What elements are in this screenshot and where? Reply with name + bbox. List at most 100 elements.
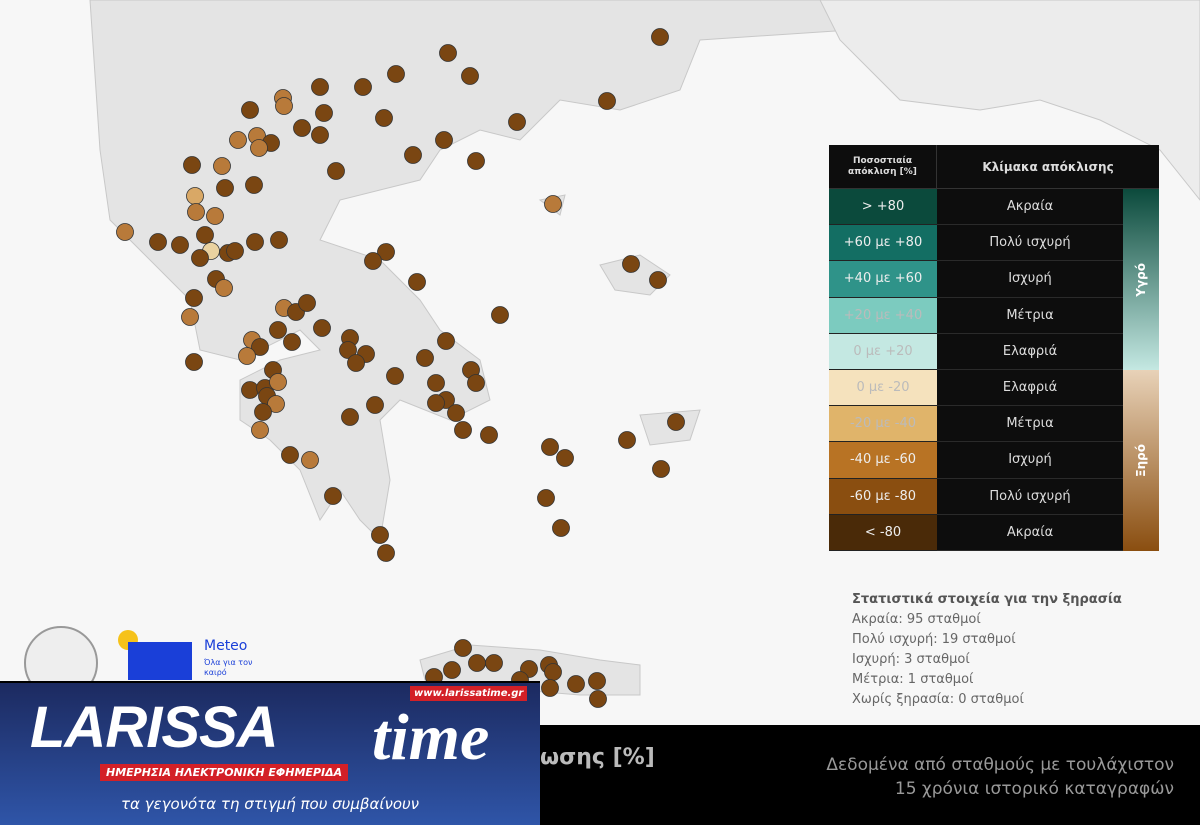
station-marker [324, 487, 342, 505]
note-line: 15 χρόνια ιστορικό καταγραφών [894, 779, 1174, 799]
station-marker [544, 195, 562, 213]
station-marker [541, 438, 559, 456]
larissatime-url: www.larissatime.gr [410, 686, 528, 701]
station-marker [238, 347, 256, 365]
station-marker [275, 97, 293, 115]
station-marker [339, 341, 357, 359]
station-marker [229, 131, 247, 149]
station-marker [311, 78, 329, 96]
station-marker [649, 271, 667, 289]
station-marker [186, 187, 204, 205]
station-marker [651, 28, 669, 46]
station-marker [254, 403, 272, 421]
legend-category: Πολύ ισχυρή [937, 479, 1123, 515]
legend-category: Πολύ ισχυρή [937, 225, 1123, 262]
wet-label-text: Υγρό [1134, 262, 1148, 297]
larissatime-subtitle: ΗΜΕΡΗΣΙΑ ΗΛΕΚΤΡΟΝΙΚΗ ΕΦΗΜΕΡΙΔΑ [100, 764, 349, 781]
station-marker [213, 157, 231, 175]
station-marker [375, 109, 393, 127]
station-marker [270, 231, 288, 249]
station-marker [149, 233, 167, 251]
legend-range: +40 με +60 [829, 261, 937, 298]
station-marker [652, 460, 670, 478]
station-marker [544, 663, 562, 681]
station-marker [552, 519, 570, 537]
station-marker [313, 319, 331, 337]
station-markers [116, 28, 685, 708]
station-marker [439, 44, 457, 62]
station-marker [241, 381, 259, 399]
legend-range: -20 με -40 [829, 406, 937, 443]
station-marker [467, 374, 485, 392]
station-marker [250, 139, 268, 157]
station-marker [185, 353, 203, 371]
station-marker [491, 306, 509, 324]
station-marker [588, 672, 606, 690]
station-marker [226, 242, 244, 260]
larissatime-slogan: τα γεγονότα τη στιγμή που συμβαίνουν [120, 795, 420, 813]
stats-line: Χωρίς ξηρασία: 0 σταθμοί [852, 692, 1024, 707]
station-marker [354, 78, 372, 96]
legend-category: Ισχυρή [937, 261, 1123, 298]
drought-stats: Στατιστικά στοιχεία για την ξηρασία Ακρα… [852, 590, 1122, 710]
station-marker [443, 661, 461, 679]
stats-title: Στατιστικά στοιχεία για την ξηρασία [852, 592, 1122, 607]
station-marker [269, 321, 287, 339]
station-marker [206, 207, 224, 225]
legend-category: Μέτρια [937, 298, 1123, 334]
larissatime-logo-time: time [372, 701, 490, 774]
station-marker [508, 113, 526, 131]
station-marker [377, 243, 395, 261]
station-marker [461, 67, 479, 85]
legend-col2-header: Κλίμακα απόκλισης [937, 145, 1159, 189]
station-marker [269, 373, 287, 391]
station-marker [386, 367, 404, 385]
map-title: ωσης [%] [540, 745, 655, 770]
station-marker [311, 126, 329, 144]
stats-line: Ισχυρή: 3 σταθμοί [852, 652, 970, 667]
station-marker [618, 431, 636, 449]
dry-label-text: Ξηρό [1134, 443, 1148, 477]
stats-line: Ακραία: 95 σταθμοί [852, 612, 981, 627]
station-marker [454, 421, 472, 439]
legend-range: 0 με -20 [829, 369, 937, 407]
station-marker [251, 421, 269, 439]
station-marker [468, 654, 486, 672]
station-marker [191, 249, 209, 267]
station-marker [416, 349, 434, 367]
legend-category: Ελαφριά [937, 334, 1123, 370]
station-marker [347, 354, 365, 372]
station-marker [251, 338, 269, 356]
station-marker [183, 156, 201, 174]
station-marker [435, 131, 453, 149]
station-marker [480, 426, 498, 444]
station-marker [196, 226, 214, 244]
legend-category: Ελαφριά [937, 370, 1123, 407]
station-marker [467, 152, 485, 170]
wet-label: Υγρό [1123, 189, 1159, 370]
legend-range: > +80 [829, 189, 937, 226]
station-marker [364, 252, 382, 270]
station-marker [327, 162, 345, 180]
station-marker [667, 413, 685, 431]
station-marker [181, 308, 199, 326]
station-marker [437, 332, 455, 350]
station-marker [371, 526, 389, 544]
station-marker [315, 104, 333, 122]
station-marker [427, 374, 445, 392]
station-marker [293, 119, 311, 137]
stats-line: Μέτρια: 1 σταθμοί [852, 672, 974, 687]
larissatime-banner: LARISSA time www.larissatime.gr ΗΜΕΡΗΣΙΑ… [0, 681, 540, 825]
legend-category: Ακραία [937, 189, 1123, 226]
station-marker [298, 294, 316, 312]
data-note: Δεδομένα από σταθμούς με τουλάχιστον 15 … [826, 753, 1174, 801]
station-marker [556, 449, 574, 467]
meteo-tagline: Όλα για τον καιρό [204, 658, 253, 677]
station-marker [246, 233, 264, 251]
legend-range: +20 με +40 [829, 297, 937, 334]
station-marker [215, 279, 233, 297]
station-marker [341, 408, 359, 426]
station-marker [241, 101, 259, 119]
station-marker [427, 394, 445, 412]
legend-category: Μέτρια [937, 406, 1123, 443]
